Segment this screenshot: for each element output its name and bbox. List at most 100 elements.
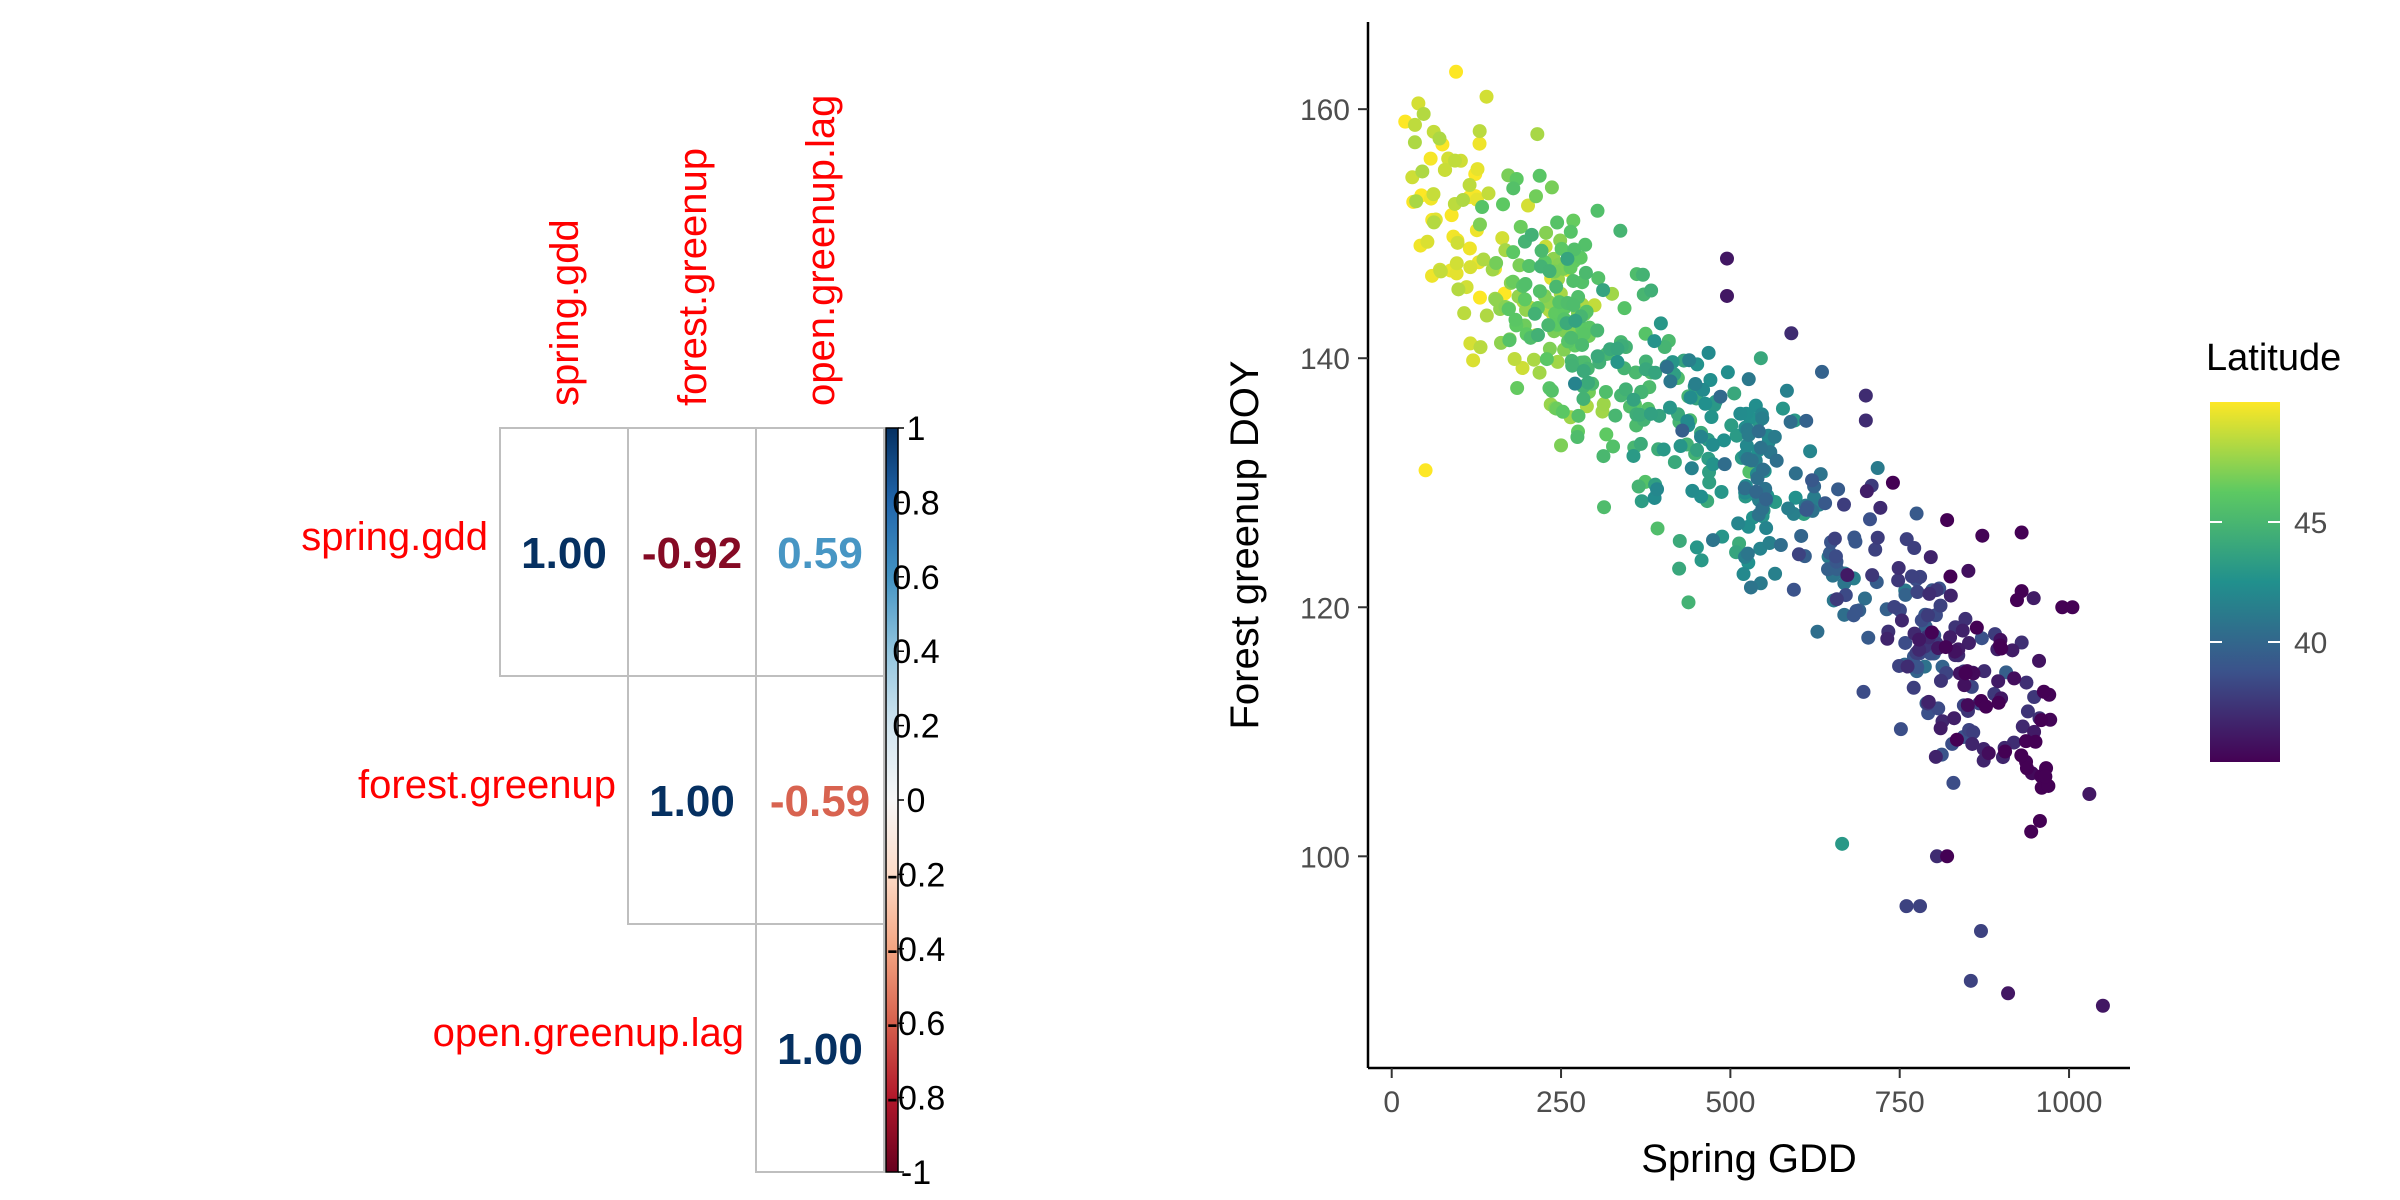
scatter-point xyxy=(1566,273,1581,288)
corr-value-label: 1.00 xyxy=(649,777,735,826)
scatter-point xyxy=(1749,484,1764,499)
scatter-point xyxy=(1828,549,1843,564)
scatter-point xyxy=(1472,290,1487,305)
scatter-point xyxy=(1920,608,1935,623)
scatter-point xyxy=(2014,635,2029,650)
scatter-point xyxy=(1681,595,1696,610)
scatter-chart: 0 250 500 750 1000 100 120 140 160 Spring GDD Fore… xyxy=(1223,22,2341,1181)
scatter-point xyxy=(1689,540,1704,555)
column-label: forest.greenup xyxy=(671,148,715,406)
scatter-point xyxy=(1650,482,1665,497)
scatter-point xyxy=(1598,384,1613,399)
y-tick-label: 100 xyxy=(1300,841,1350,874)
colorbar-tick-label: 0.4 xyxy=(892,633,939,671)
scatter-point xyxy=(1596,283,1611,298)
scatter-point xyxy=(1713,389,1728,404)
scatter-point xyxy=(1426,215,1441,230)
scatter-point xyxy=(1565,358,1580,373)
scatter-point xyxy=(1415,164,1430,179)
scatter-point xyxy=(1688,376,1703,391)
scatter-point xyxy=(1432,131,1447,146)
scatter-point xyxy=(1702,475,1717,490)
scatter-point xyxy=(1672,533,1687,548)
scatter-point xyxy=(1769,453,1784,468)
scatter-point xyxy=(1836,497,1851,512)
x-tick-label: 750 xyxy=(1875,1086,1925,1119)
scatter-point xyxy=(1581,375,1596,390)
scatter-point xyxy=(1539,352,1554,367)
scatter-point xyxy=(1606,439,1621,454)
scatter-point xyxy=(1949,732,1964,747)
colorbar-tick-label: 0 xyxy=(907,782,926,820)
x-tick-label: 500 xyxy=(1705,1086,1755,1119)
scatter-point xyxy=(1650,521,1665,536)
scatter-point xyxy=(1759,492,1774,507)
scatter-point xyxy=(2032,813,2047,828)
scatter-point xyxy=(1463,260,1478,275)
scatter-point xyxy=(1597,500,1612,515)
scatter-point xyxy=(1590,203,1605,218)
scatter-point xyxy=(1799,413,1814,428)
corr-value-label: -0.92 xyxy=(642,529,742,578)
scatter-point xyxy=(1704,410,1719,425)
scatter-point xyxy=(1534,243,1549,258)
scatter-point xyxy=(1885,475,1900,490)
scatter-point xyxy=(1513,219,1528,234)
scatter-point xyxy=(1420,234,1435,249)
latitude-colorbar xyxy=(2210,402,2280,762)
scatter-point xyxy=(1933,598,1948,613)
scatter-point xyxy=(1898,587,1913,602)
scatter-point xyxy=(1803,444,1818,459)
scatter-point xyxy=(1940,513,1955,528)
scatter-point xyxy=(1466,353,1481,368)
scatter-point xyxy=(1518,277,1533,292)
scatter-point xyxy=(1673,439,1688,454)
scatter-point xyxy=(1928,749,1943,764)
scatter-point xyxy=(1783,414,1798,429)
scatter-point xyxy=(1672,561,1687,576)
scatter-point xyxy=(1717,457,1732,472)
scatter-point xyxy=(1539,225,1554,240)
scatter-point xyxy=(1719,288,1734,303)
scatter-point xyxy=(1462,178,1477,193)
scatter-point xyxy=(1501,302,1516,317)
scatter-point xyxy=(1788,466,1803,481)
scatter-point xyxy=(1775,401,1790,416)
scatter-point xyxy=(1739,438,1754,453)
scatter-point xyxy=(1555,404,1570,419)
scatter-point xyxy=(1904,569,1919,584)
scatter-point xyxy=(1683,390,1698,405)
scatter-point xyxy=(1590,323,1605,338)
scatter-point xyxy=(1530,327,1545,342)
scatter-point xyxy=(1550,215,1565,230)
colorbar-tick-label: -1 xyxy=(901,1154,931,1192)
x-tick-label: 250 xyxy=(1536,1086,1586,1119)
scatter-point xyxy=(1496,197,1511,212)
scatter-point xyxy=(1906,680,1921,695)
scatter-point xyxy=(1773,538,1788,553)
scatter-point xyxy=(1532,284,1547,299)
scatter-point xyxy=(1568,313,1583,328)
scatter-point xyxy=(1859,484,1874,499)
scatter-point xyxy=(1861,630,1876,645)
scatter-point xyxy=(1873,500,1888,515)
scatter-point xyxy=(1856,684,1871,699)
scatter-point xyxy=(1526,352,1541,367)
scatter-point xyxy=(1407,117,1422,132)
scatter-point xyxy=(1827,531,1842,546)
corr-value-label: -0.59 xyxy=(770,777,870,826)
scatter-point xyxy=(1575,337,1590,352)
scatter-point xyxy=(1530,127,1545,142)
scatter-point xyxy=(2082,787,2097,802)
scatter-point xyxy=(1522,258,1537,273)
scatter-point xyxy=(1554,438,1569,453)
scatter-point xyxy=(1991,674,2006,689)
scatter-point xyxy=(1943,569,1958,584)
y-tick-label: 140 xyxy=(1300,343,1350,376)
scatter-point xyxy=(1898,635,1913,650)
scatter-point xyxy=(1913,899,1928,914)
corr-cell xyxy=(755,923,885,1173)
scatter-point xyxy=(1450,235,1465,250)
scatter-point xyxy=(1542,264,1557,279)
scatter-point xyxy=(1912,642,1927,657)
